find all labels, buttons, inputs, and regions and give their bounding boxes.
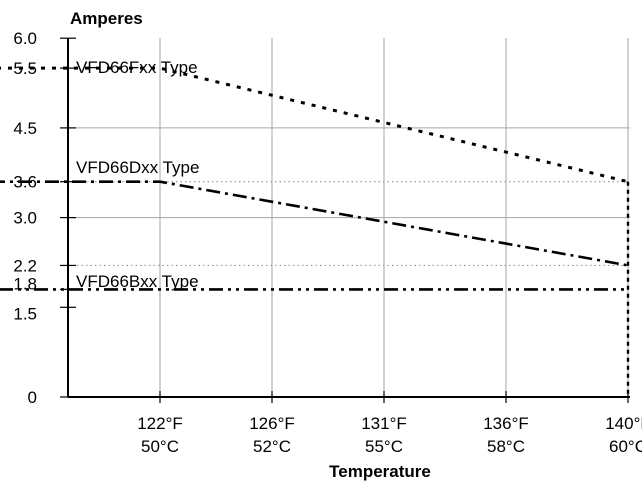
x-tick-label-f-1: 126°F — [249, 414, 295, 433]
y-tick-label-5: 3.6 — [13, 173, 37, 192]
axes — [60, 37, 630, 403]
y-tick-label-1: 1.5 — [13, 304, 37, 323]
x-tick-label-c-3: 58°C — [487, 437, 525, 456]
x-tick-label-c-1: 52°C — [253, 437, 291, 456]
y-tick-label-6: 4.5 — [13, 119, 37, 138]
x-tick-label-c-2: 55°C — [365, 437, 403, 456]
y-tick-label-7: 5.5 — [13, 59, 37, 78]
y-tick-label-2: 1.8 — [13, 274, 37, 293]
y-tick-label-3: 2.2 — [13, 256, 37, 275]
reference-lines — [68, 181, 630, 267]
x-tick-label-c-4: 60°C — [609, 437, 642, 456]
x-tick-label-f-2: 131°F — [361, 414, 407, 433]
y-tick-label-0: 0 — [28, 388, 37, 407]
grid-lines — [68, 38, 630, 397]
x-tick-labels: 122°F 50°C 126°F 52°C 131°F 55°C 136°F 58°C 140°… — [137, 414, 642, 456]
x-tick-label-f-4: 140°F — [605, 414, 642, 433]
series-line-0 — [0, 66, 629, 184]
y-tick-labels: 0 1.5 1.82.2 3.0 3.6 4.5 5.5 6.0 — [13, 29, 37, 407]
x-axis-title: Temperature — [329, 462, 431, 481]
y-tick-label-4: 3.0 — [13, 209, 37, 228]
series-line-1 — [0, 180, 629, 267]
series-label-1: VFD66Dxx Type — [76, 158, 199, 177]
series-label-2: VFD66Bxx Type — [76, 272, 199, 291]
series-label-0: VFD66Fxx Type — [76, 58, 198, 77]
y-axis-title: Amperes — [70, 9, 143, 28]
y-tick-label-8: 6.0 — [13, 29, 37, 48]
x-tick-label-f-3: 136°F — [483, 414, 529, 433]
x-tick-label-c-0: 50°C — [141, 437, 179, 456]
series-group — [0, 66, 630, 397]
x-tick-label-f-0: 122°F — [137, 414, 183, 433]
series-labels: VFD66Fxx Type VFD66Dxx Type VFD66Bxx Type — [76, 58, 199, 291]
